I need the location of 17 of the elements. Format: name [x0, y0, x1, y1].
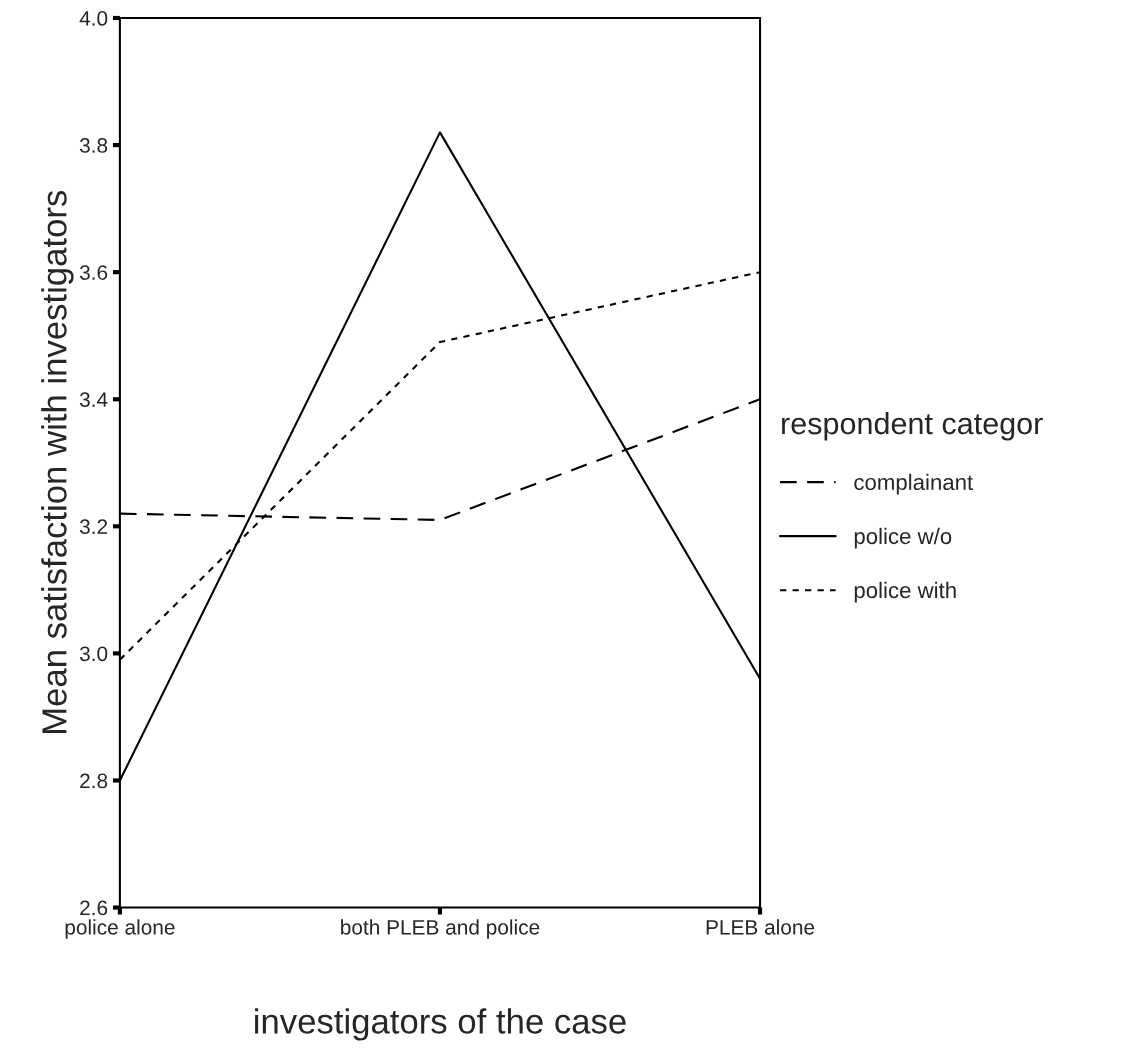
- y-tick-label: 3.2: [79, 519, 108, 535]
- x-tick-label: both PLEB and police: [341, 919, 540, 939]
- y-tick-label: 2.6: [80, 900, 108, 916]
- y-tick-label: 3.4: [79, 392, 108, 407]
- y-axis-title: Mean satisfaction with investigators: [41, 190, 74, 733]
- y-tick-label: 3.0: [79, 646, 108, 662]
- legend-label: police with: [854, 581, 956, 603]
- y-tick-label: 3.8: [79, 138, 108, 153]
- legend-label: police w/o: [854, 527, 952, 549]
- y-tick-label: 3.6: [79, 265, 108, 280]
- x-axis-title: investigators of the case: [255, 1008, 626, 1041]
- y-tick-label: 2.8: [80, 773, 108, 789]
- y-tick-label: 4.0: [79, 11, 108, 26]
- legend-label: complainant: [854, 473, 974, 495]
- legend-title: respondent categor: [782, 411, 1043, 441]
- x-tick-label: police alone: [65, 919, 175, 939]
- x-tick-label: PLEB alone: [706, 919, 815, 935]
